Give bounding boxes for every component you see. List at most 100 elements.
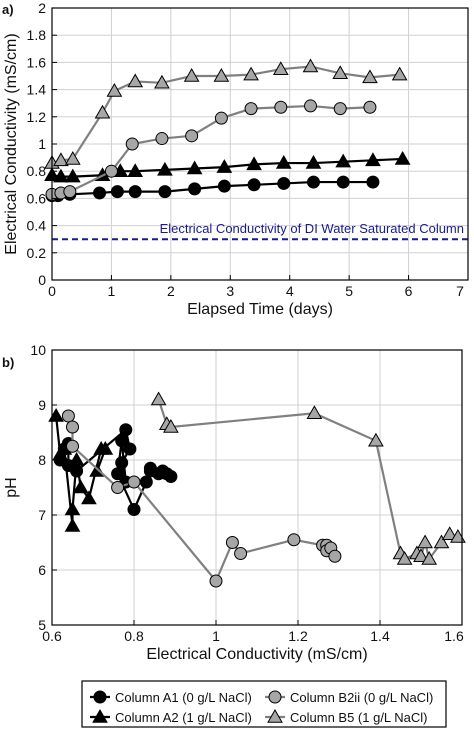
data-point — [48, 407, 64, 422]
data-point — [154, 74, 170, 89]
panel-b-chart: 0.6 0.8 1 1.2 1.4 1.6 5 6 7 8 9 10 Electrical Conduc… — [2, 342, 466, 663]
data-point — [328, 549, 342, 563]
data-point — [53, 152, 69, 167]
data-point — [81, 490, 97, 505]
data-point — [332, 65, 349, 80]
y-tick-label: 1 — [38, 136, 46, 152]
data-point — [66, 420, 79, 434]
y-tick-label: 0 — [38, 272, 46, 288]
data-point — [247, 178, 261, 192]
y-axis-label: Electrical Conductivity (mS/cm) — [3, 33, 20, 254]
x-tick-label: 3 — [226, 283, 234, 299]
y-tick-label: 1.6 — [27, 54, 47, 70]
y-tick-label: 9 — [38, 397, 46, 413]
data-point — [127, 475, 141, 489]
data-point — [306, 405, 323, 419]
data-point — [186, 160, 203, 175]
y-tick-label: 1.4 — [27, 82, 47, 98]
data-point — [287, 533, 301, 547]
data-point — [64, 501, 81, 516]
legend-box — [81, 680, 447, 728]
x-axis-label: Electrical Conductivity (mS/cm) — [146, 646, 367, 663]
x-tick-label: 2 — [167, 283, 175, 299]
data-point — [115, 456, 129, 470]
data-point — [302, 58, 319, 73]
legend-label: Column B2ii (0 g/L NaCl) — [290, 690, 433, 705]
data-point — [185, 129, 199, 143]
series-4 — [150, 391, 466, 565]
y-tick-label: 1.2 — [27, 109, 47, 125]
y-tick-label: 5 — [38, 617, 46, 633]
reference-line-label: Electrical Conductivity of DI Water Satu… — [160, 221, 464, 236]
legend: Column A1 (0 g/L NaCl) Column B2ii (0 g/L… — [81, 680, 447, 728]
y-tick-label: 2 — [38, 0, 46, 16]
legend-marker — [92, 708, 108, 723]
data-point — [243, 66, 259, 81]
data-point — [244, 102, 258, 116]
data-point — [125, 137, 139, 151]
data-point — [368, 432, 384, 447]
data-point — [63, 185, 77, 199]
data-point — [216, 159, 233, 173]
data-point — [128, 185, 142, 199]
x-tick-label: 6 — [405, 283, 413, 299]
data-point — [214, 111, 228, 125]
data-point — [158, 185, 172, 199]
data-point — [183, 67, 200, 82]
data-point — [217, 179, 231, 193]
data-point — [72, 479, 89, 494]
y-tick-label: 0.2 — [27, 245, 47, 261]
data-point — [106, 82, 123, 97]
data-point — [53, 168, 69, 183]
data-point — [139, 475, 153, 489]
x-tick-label: 4 — [286, 283, 294, 299]
data-point — [272, 61, 289, 75]
legend-marker — [93, 690, 107, 704]
series-3 — [61, 409, 342, 588]
x-tick-label: 1.2 — [288, 628, 308, 644]
data-point — [274, 100, 288, 114]
legend-marker — [267, 708, 283, 723]
y-tick-label: 0.4 — [27, 218, 47, 234]
data-point — [188, 182, 202, 196]
panel-label: b) — [2, 355, 14, 370]
plot-frame — [51, 349, 463, 626]
data-point — [93, 186, 107, 200]
y-tick-label: 0.6 — [27, 190, 47, 206]
data-point — [97, 440, 114, 455]
y-tick-label: 8 — [38, 452, 46, 468]
data-point — [209, 574, 223, 588]
x-tick-label: 1 — [212, 628, 220, 644]
data-point — [366, 175, 380, 189]
panel-a-chart: Electrical Conductivity of DI Water Satu… — [2, 0, 469, 318]
legend-label: Column B5 (1 g/L NaCl) — [290, 710, 428, 725]
data-point — [111, 467, 125, 481]
data-point — [61, 409, 75, 423]
y-tick-label: 10 — [30, 342, 46, 358]
data-point — [225, 536, 239, 549]
data-point — [365, 152, 381, 167]
data-point — [123, 442, 137, 456]
data-point — [396, 550, 413, 565]
series-4 — [44, 58, 408, 169]
data-point — [110, 185, 124, 199]
data-point — [413, 548, 429, 562]
data-point — [127, 73, 144, 88]
x-tick-label: 7 — [456, 283, 464, 299]
data-point — [421, 550, 438, 565]
data-point — [104, 164, 118, 178]
x-tick-label: 0.8 — [124, 628, 144, 644]
x-tick-label: 0.6 — [42, 628, 62, 644]
data-point — [363, 100, 377, 114]
data-point — [391, 66, 408, 81]
panel-label: a) — [2, 2, 14, 17]
series-3 — [45, 99, 377, 201]
data-point — [68, 451, 85, 466]
y-tick-label: 1.8 — [27, 27, 47, 43]
data-point — [164, 470, 178, 483]
data-point — [94, 104, 111, 119]
series-2 — [44, 150, 411, 183]
series-line — [157, 399, 459, 562]
data-point — [64, 168, 81, 183]
